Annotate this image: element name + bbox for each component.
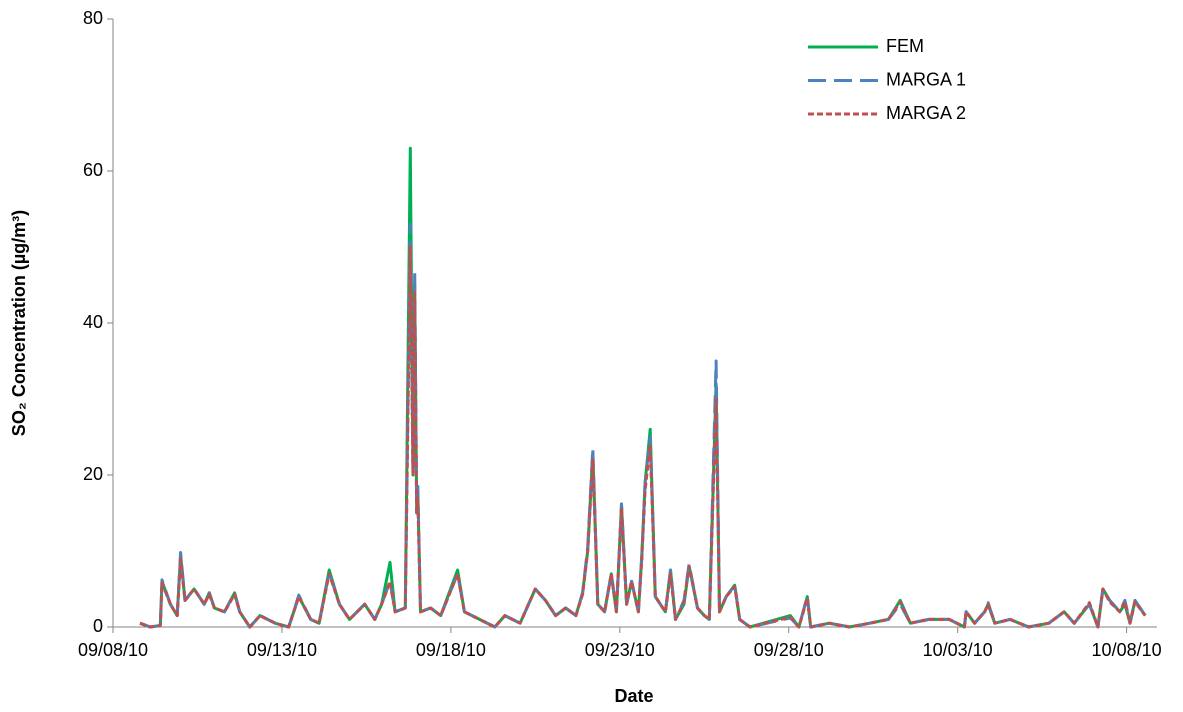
y-tick-label: 80 (83, 8, 103, 28)
legend-label: MARGA 2 (886, 103, 966, 123)
y-axis-title: SO₂ Concentration (µg/m³) (9, 210, 29, 436)
x-tick-label: 09/08/10 (78, 640, 148, 660)
x-tick-label: 09/23/10 (585, 640, 655, 660)
series-line (139, 245, 1147, 629)
y-tick-label: 0 (93, 616, 103, 636)
x-tick-label: 10/08/10 (1092, 640, 1162, 660)
y-tick-label: 60 (83, 160, 103, 180)
x-axis-title: Date (614, 686, 653, 706)
y-tick-label: 20 (83, 464, 103, 484)
x-tick-label: 09/13/10 (247, 640, 317, 660)
x-tick-label: 09/28/10 (754, 640, 824, 660)
x-tick-label: 09/18/10 (416, 640, 486, 660)
legend-label: FEM (886, 36, 924, 56)
x-tick-label: 10/03/10 (923, 640, 993, 660)
legend-label: MARGA 1 (886, 69, 966, 89)
y-tick-label: 40 (83, 312, 103, 332)
